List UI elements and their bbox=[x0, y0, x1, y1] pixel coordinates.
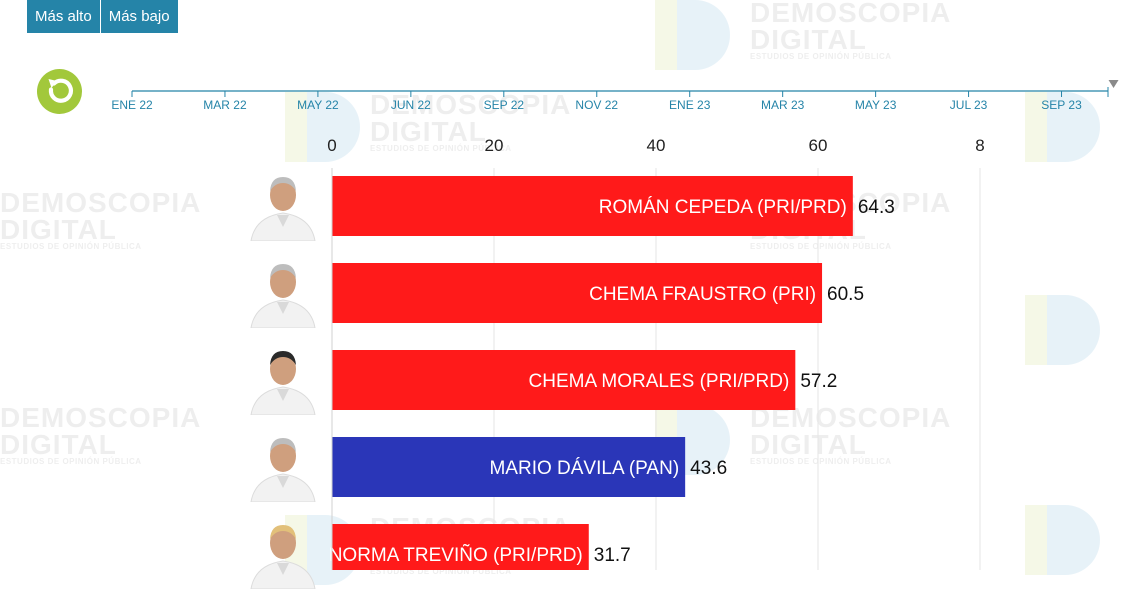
bar-value-label: 64.3 bbox=[858, 197, 895, 218]
bar[interactable] bbox=[332, 176, 853, 236]
bar[interactable] bbox=[332, 437, 686, 497]
sort-lowest-button[interactable]: Más bajo bbox=[99, 0, 178, 33]
timeline-label[interactable]: ENE 23 bbox=[669, 98, 711, 112]
x-tick-label: 0 bbox=[327, 136, 336, 155]
x-tick-label: 40 bbox=[647, 136, 666, 155]
sort-highest-button[interactable]: Más alto bbox=[27, 0, 100, 33]
timeline-label[interactable]: MAY 22 bbox=[297, 98, 339, 112]
timeline-label[interactable]: ENE 22 bbox=[111, 98, 153, 112]
sort-toggle: Más alto Más bajo bbox=[27, 0, 178, 33]
candidate-photo bbox=[250, 351, 316, 415]
timeline-label[interactable]: MAY 23 bbox=[855, 98, 897, 112]
timeline-label[interactable]: JUN 22 bbox=[391, 98, 431, 112]
candidate-photo bbox=[250, 438, 316, 502]
bar[interactable] bbox=[332, 263, 823, 323]
timeline-label[interactable]: NOV 22 bbox=[575, 98, 618, 112]
timeline-handle[interactable] bbox=[1108, 80, 1119, 88]
timeline-label[interactable]: MAR 23 bbox=[761, 98, 805, 112]
bar-category-label: CHEMA MORALES (PRI/PRD) bbox=[529, 371, 790, 392]
timeline[interactable]: ENE 22 MAR 22 MAY 22 JUN 22 SEP 22 NOV 22 ENE … bbox=[0, 0, 1140, 120]
bar-category-label: NORMA TREVIÑO (PRI/PRD) bbox=[329, 544, 583, 566]
bar[interactable] bbox=[332, 524, 589, 570]
bar-value-label: 43.6 bbox=[690, 458, 727, 479]
timeline-label[interactable]: SEP 23 bbox=[1041, 98, 1082, 112]
bar-chart: 0 20 40 60 8 ROMÁN CEPEDA (PRI/PRD) 64.3 CHEMA … bbox=[327, 136, 985, 570]
x-tick-label: 60 bbox=[809, 136, 828, 155]
replay-icon bbox=[48, 78, 74, 103]
bar-category-label: MARIO DÁVILA (PAN) bbox=[489, 458, 679, 479]
replay-button[interactable] bbox=[37, 69, 82, 114]
candidate-photo bbox=[250, 525, 316, 589]
bar-category-label: ROMÁN CEPEDA (PRI/PRD) bbox=[599, 197, 847, 218]
bar-value-label: 57.2 bbox=[800, 371, 837, 392]
timeline-label[interactable]: SEP 22 bbox=[484, 98, 525, 112]
bar-value-label: 60.5 bbox=[827, 284, 864, 305]
x-tick-label: 8 bbox=[975, 136, 984, 155]
candidate-photo bbox=[250, 177, 316, 241]
x-tick-label: 20 bbox=[485, 136, 504, 155]
bar[interactable] bbox=[332, 350, 796, 410]
bar-value-label: 31.7 bbox=[594, 545, 631, 566]
bar-category-label: CHEMA FRAUSTRO (PRI) bbox=[589, 284, 816, 305]
timeline-label[interactable]: JUL 23 bbox=[950, 98, 988, 112]
candidate-photo bbox=[250, 264, 316, 328]
timeline-label[interactable]: MAR 22 bbox=[203, 98, 247, 112]
